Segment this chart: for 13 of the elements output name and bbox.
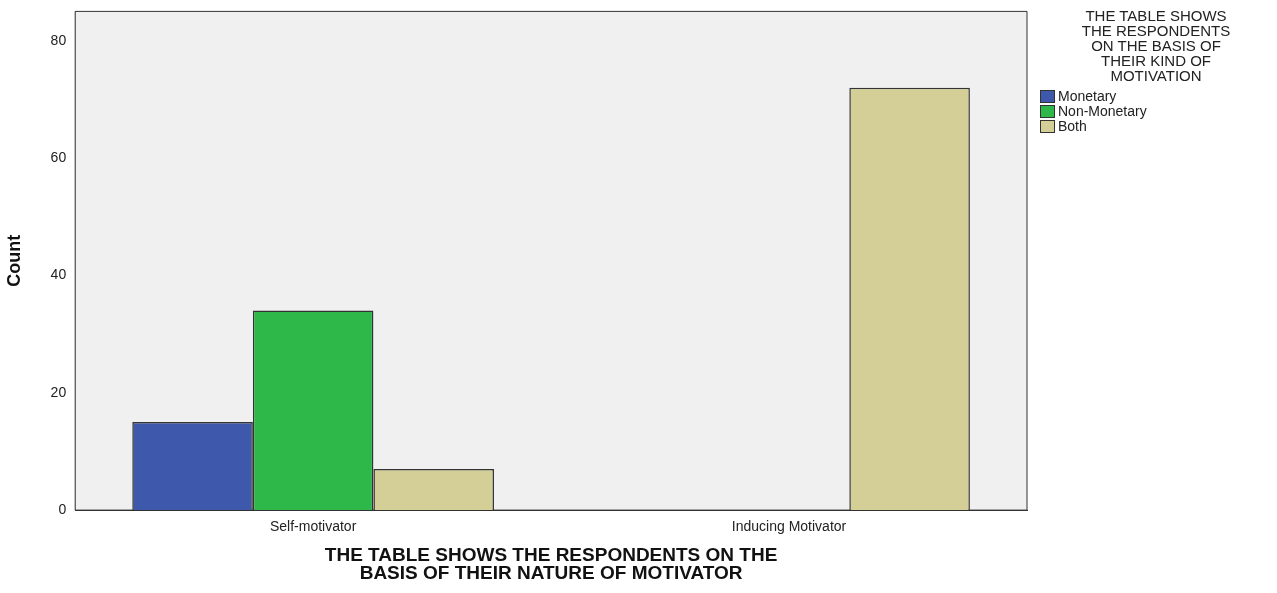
- legend-label: Both: [1058, 118, 1087, 134]
- y-tick-label: 0: [58, 500, 67, 517]
- x-tick-label: Self-motivator: [269, 518, 357, 535]
- y-tick-label: 80: [50, 31, 67, 48]
- y-tick-label: 40: [50, 266, 67, 283]
- legend-title: THE TABLE SHOWS THE RESPONDENTS ON THE BASIS OF THEIR KIND OF MOTIVATION: [1080, 7, 1232, 84]
- legend-label: Non-Monetary: [1058, 103, 1147, 119]
- x-axis-title: THE TABLE SHOWS THE RESPONDENTS ON THE BASIS OF THEIR NATURE OF MOTIVATOR: [324, 544, 778, 584]
- x-tick-label: Inducing Motivator: [731, 518, 847, 535]
- y-axis-title: Count: [3, 234, 24, 287]
- y-tick-label: 20: [50, 383, 67, 400]
- legend-label: Monetary: [1058, 88, 1117, 104]
- y-tick-label: 60: [50, 148, 67, 165]
